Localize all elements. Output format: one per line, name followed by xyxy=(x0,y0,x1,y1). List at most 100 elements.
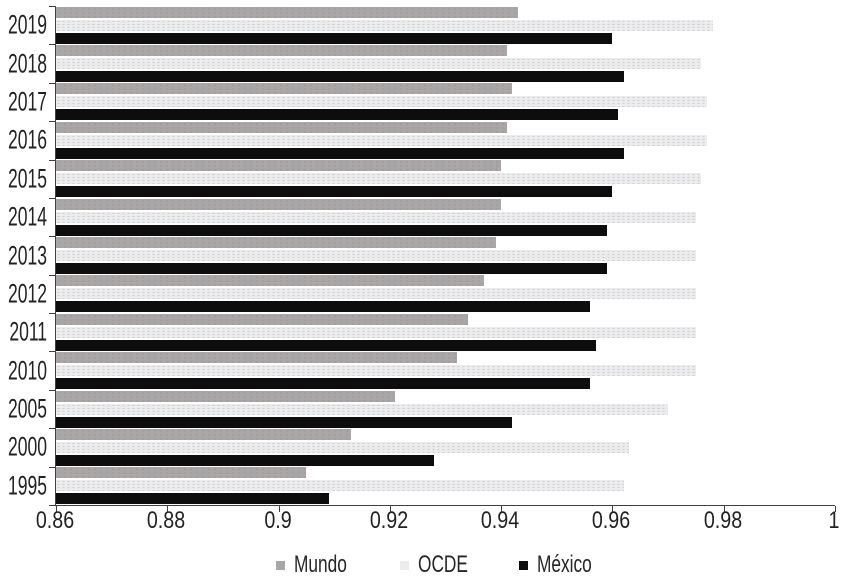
x-axis-label-0.98: 0.98 xyxy=(703,507,742,534)
legend-item-mexico: México xyxy=(518,551,613,578)
bar-mundo-2015 xyxy=(56,160,502,172)
y-axis-labels: 2019 2018 2017 2016 2015 2014 2013 2012 2011 2010… xyxy=(0,6,47,505)
y-axis-label-2012: 2012 xyxy=(7,278,47,309)
y-axis-tick xyxy=(49,351,56,353)
bar-mexico-2000 xyxy=(56,454,435,466)
y-axis-label-1995: 1995 xyxy=(7,470,47,501)
y-axis-tick xyxy=(49,505,56,506)
y-axis-tick xyxy=(49,159,56,161)
legend-item-ocde: OCDE xyxy=(399,551,487,578)
bar-mexico-1995 xyxy=(56,493,329,505)
legend-item-mundo: Mundo xyxy=(276,553,367,577)
y-axis-tick xyxy=(49,466,56,468)
bar-group-2014 xyxy=(56,198,835,236)
bar-group-2010 xyxy=(56,351,835,390)
y-axis-tick xyxy=(49,428,56,430)
bar-mundo-2019 xyxy=(56,6,518,18)
y-axis-tick xyxy=(49,44,56,46)
bar-mexico-2017 xyxy=(56,109,618,121)
y-axis-label-2019: 2019 xyxy=(7,9,47,40)
bar-ocde-2010 xyxy=(56,365,696,377)
bar-mexico-2011 xyxy=(56,339,596,351)
bar-mundo-2016 xyxy=(56,121,507,133)
bar-mundo-2014 xyxy=(56,198,502,210)
y-axis-label-2016: 2016 xyxy=(7,124,47,155)
bar-mexico-2012 xyxy=(56,301,591,313)
bar-group-2015 xyxy=(56,160,835,198)
y-axis-tick xyxy=(49,389,56,391)
legend-swatch-mundo-icon xyxy=(276,560,286,570)
legend-label-ocde: OCDE xyxy=(417,551,468,578)
y-axis-label-2014: 2014 xyxy=(7,201,47,232)
x-axis-tick xyxy=(612,506,614,512)
y-axis-tick xyxy=(49,313,56,315)
bar-ocde-2013 xyxy=(56,249,696,261)
y-axis-tick xyxy=(49,274,56,276)
bar-group-2000 xyxy=(56,428,835,466)
plot-area xyxy=(49,6,836,512)
legend: Mundo OCDE México xyxy=(55,552,834,578)
bar-group-1995 xyxy=(56,467,835,505)
x-axis-label-1: 1 xyxy=(828,507,840,534)
bar-group-2019 xyxy=(56,6,835,44)
bar-mexico-2010 xyxy=(56,378,591,390)
bar-mexico-2018 xyxy=(56,71,624,83)
bar-mexico-2013 xyxy=(56,262,607,274)
x-axis-label-0.94: 0.94 xyxy=(480,507,520,534)
x-axis-tick xyxy=(501,506,503,512)
bar-group-2013 xyxy=(56,236,835,274)
y-axis-tick xyxy=(49,197,56,199)
x-axis-tick xyxy=(167,506,169,512)
bar-mexico-2019 xyxy=(56,32,613,44)
bar-ocde-2005 xyxy=(56,403,669,415)
bar-mundo-2013 xyxy=(56,236,496,248)
x-axis-tick xyxy=(56,506,57,512)
bar-mundo-2018 xyxy=(56,45,507,57)
bar-mexico-2014 xyxy=(56,224,607,236)
bar-mundo-1995 xyxy=(56,467,307,479)
y-axis-label-2017: 2017 xyxy=(7,86,47,117)
x-axis-tick xyxy=(835,506,836,512)
y-axis-label-2018: 2018 xyxy=(7,48,47,79)
legend-swatch-mexico-icon xyxy=(518,560,528,570)
bar-ocde-1995 xyxy=(56,480,624,492)
y-axis-label-2011: 2011 xyxy=(9,316,47,347)
y-axis-tick xyxy=(49,82,56,84)
bar-mundo-2017 xyxy=(56,83,513,95)
bar-group-2017 xyxy=(56,83,835,121)
bar-group-2012 xyxy=(56,275,835,313)
bar-mundo-2005 xyxy=(56,390,396,402)
bar-ocde-2018 xyxy=(56,58,702,70)
y-axis-label-2013: 2013 xyxy=(7,240,47,270)
bar-ocde-2011 xyxy=(56,326,696,338)
bar-mexico-2016 xyxy=(56,147,624,159)
bar-ocde-2016 xyxy=(56,134,708,146)
x-axis-tick xyxy=(723,506,725,512)
bar-ocde-2017 xyxy=(56,96,708,108)
x-axis-label-0.88: 0.88 xyxy=(147,507,186,534)
y-axis-tick xyxy=(49,236,56,238)
bar-mexico-2005 xyxy=(56,416,513,428)
bar-group-2011 xyxy=(56,313,835,351)
bar-ocde-2000 xyxy=(56,441,630,453)
bar-mundo-2012 xyxy=(56,275,485,287)
y-axis-label-2000: 2000 xyxy=(7,431,47,462)
x-axis-label-0.9: 0.9 xyxy=(263,507,292,534)
x-axis-label-0.96: 0.96 xyxy=(592,507,631,534)
x-axis-tick xyxy=(389,506,391,512)
bar-ocde-2015 xyxy=(56,173,702,185)
legend-label-mexico: México xyxy=(536,551,592,578)
bar-mexico-2015 xyxy=(56,186,613,198)
bar-mundo-2010 xyxy=(56,352,457,364)
bar-ocde-2019 xyxy=(56,19,713,31)
bar-mundo-2011 xyxy=(56,313,468,325)
legend-label-mundo: Mundo xyxy=(294,551,347,578)
x-axis-labels: 0.86 0.88 0.9 0.92 0.94 0.96 0.98 1 xyxy=(36,507,840,535)
y-axis-tick xyxy=(49,121,56,123)
x-axis-tick xyxy=(278,506,280,512)
y-axis-label-2005: 2005 xyxy=(7,393,47,424)
y-axis-label-2010: 2010 xyxy=(7,355,47,386)
bar-group-2018 xyxy=(56,44,835,83)
bar-ocde-2012 xyxy=(56,288,696,300)
